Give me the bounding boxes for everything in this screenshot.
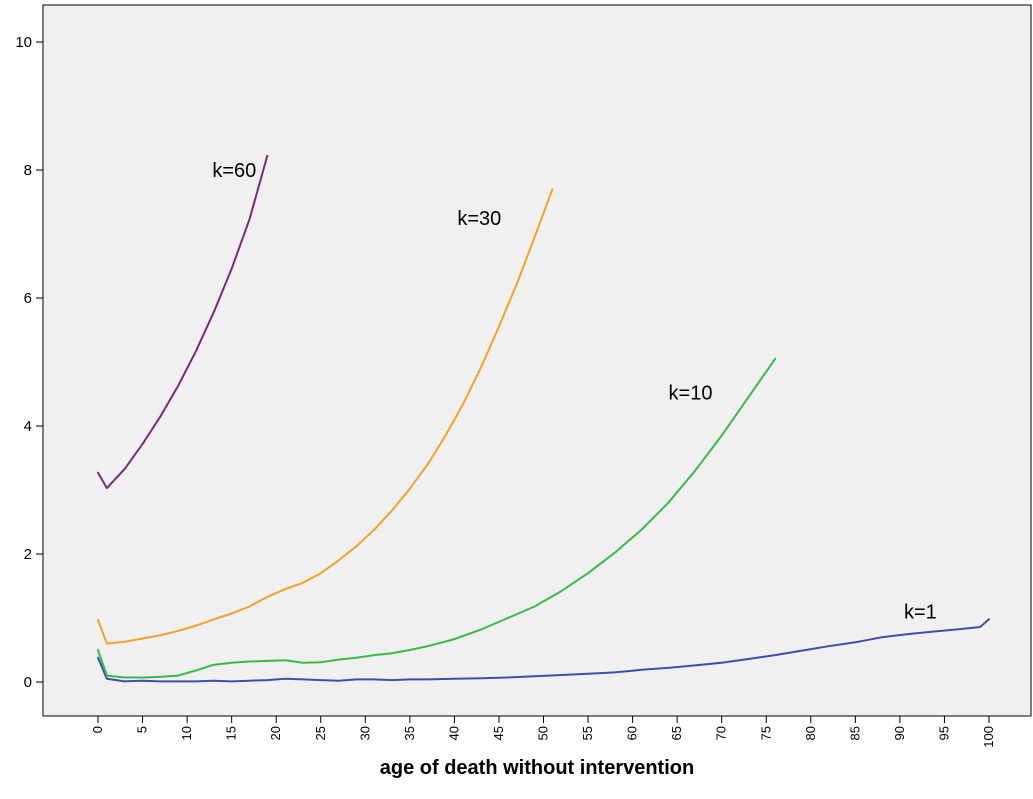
x-axis-title: age of death without intervention	[379, 757, 695, 779]
series-line-k-30	[97, 188, 554, 645]
x-tick-label: 65	[669, 726, 684, 740]
x-tick-label: 0	[90, 726, 105, 733]
x-tick-label: 80	[803, 726, 818, 740]
plot-area	[42, 4, 1032, 717]
y-tick-label: 6	[24, 290, 32, 307]
x-tick-label: 90	[892, 726, 907, 740]
x-tick-label: 55	[580, 726, 595, 740]
y-tick-label: 2	[24, 546, 32, 563]
x-tick-label: 10	[179, 726, 194, 740]
x-axis: 0 5 10 15 20 25 30 35 40 45 50 55 60 65 70 75 80 85 90 95 10…	[90, 716, 996, 748]
series-line-k-60	[97, 154, 269, 490]
x-tick-label: 30	[357, 726, 372, 740]
series-labels: k=60 k=30 k=10 k=1	[212, 160, 936, 624]
x-tick-label: 35	[402, 726, 417, 740]
x-tick-label: 95	[936, 726, 951, 740]
series-label: k=60	[212, 160, 256, 182]
x-tick-label: 85	[847, 726, 862, 740]
x-tick-label: 50	[536, 726, 551, 740]
x-tick-label: 20	[268, 726, 283, 740]
series-line-k-1	[97, 618, 990, 683]
y-tick-label: 8	[24, 162, 32, 179]
series-line-k-10	[97, 357, 777, 679]
x-tick-label: 100	[981, 726, 996, 748]
x-tick-label: 15	[224, 726, 239, 740]
x-tick-label: 45	[491, 726, 506, 740]
y-tick-label: 0	[24, 674, 32, 691]
x-tick-label: 5	[135, 726, 150, 733]
x-tick-label: 40	[446, 726, 461, 740]
series-label: k=30	[457, 208, 501, 230]
x-tick-label: 75	[758, 726, 773, 740]
series-label: k=10	[669, 383, 713, 405]
x-tick-label: 60	[625, 726, 640, 740]
series-layer	[97, 154, 990, 683]
y-tick-label: 4	[24, 418, 32, 435]
y-axis: 0 2 4 6 8 10	[15, 34, 43, 691]
y-tick-label: 10	[15, 34, 32, 51]
x-tick-label: 70	[714, 726, 729, 740]
series-label: k=1	[904, 602, 937, 624]
x-tick-label: 25	[313, 726, 328, 740]
